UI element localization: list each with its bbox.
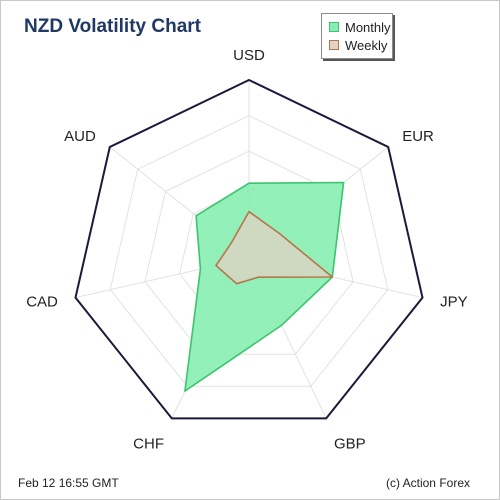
axis-label-usd: USD [233, 47, 265, 64]
legend-swatch-monthly [329, 22, 339, 32]
legend-swatch-weekly [329, 40, 339, 50]
radar-axis-labels: USD EUR JPY GBP CHF CAD AUD [26, 47, 467, 453]
grid-outer-ring [74, 78, 424, 420]
grid-ring-4 [109, 115, 389, 387]
credit: (c) Action Forex [385, 476, 470, 490]
axis-label-gbp: GBP [334, 436, 366, 453]
chart-legend: Monthly Weekly [321, 13, 393, 59]
legend-item-monthly: Monthly [329, 19, 391, 35]
series-monthly-polygon [184, 181, 345, 392]
legend-label-monthly: Monthly [345, 19, 391, 35]
axis-label-chf: CHF [133, 436, 164, 453]
axis-label-jpy: JPY [440, 294, 468, 311]
axis-label-cad: CAD [26, 294, 58, 311]
legend-item-weekly: Weekly [329, 37, 387, 53]
timestamp: Feb 12 16:55 GMT [18, 476, 119, 490]
axis-label-eur: EUR [402, 128, 434, 145]
legend-label-weekly: Weekly [345, 37, 388, 53]
radar-series [184, 181, 345, 392]
radar-outer-border [74, 78, 424, 420]
axis-label-aud: AUD [64, 128, 96, 145]
chart-title: NZD Volatility Chart [24, 16, 201, 37]
series-weekly-polygon [215, 210, 334, 285]
